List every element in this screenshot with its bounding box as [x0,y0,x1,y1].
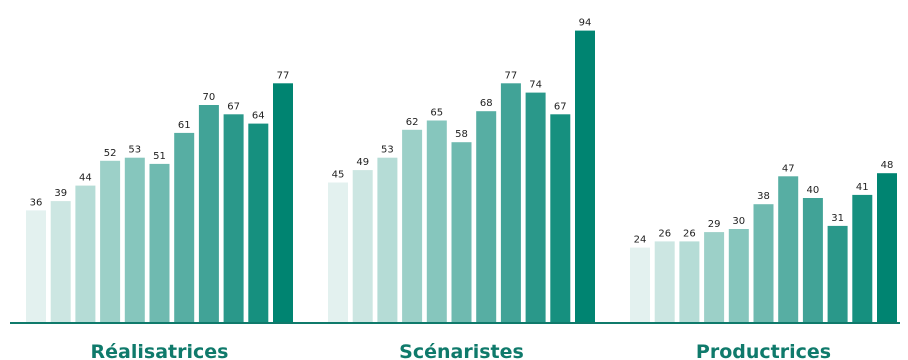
bar-scnaristes-3 [377,157,398,322]
bar-value-label: 41 [856,182,869,193]
bar-productrices-7 [778,176,799,322]
bar-value-label: 53 [128,145,141,156]
bar-productrices-1 [630,247,650,322]
bar-productrices-6 [753,204,774,322]
bar-scnaristes-7 [476,111,497,322]
bar-value-label: 31 [831,213,844,224]
bar-value-label: 38 [757,191,770,202]
value-labels-layer: 36 39 44 52 53 51 61 70 67 64 77 45 49 53 62 65 58 68 77 74… [30,18,894,246]
bar-ralisatrices-4 [100,160,121,322]
bar-productrices-5 [728,229,749,322]
bar-scnaristes-1 [328,182,348,322]
bar-value-label: 44 [79,173,92,184]
bar-value-label: 51 [153,151,166,162]
bar-value-label: 67 [227,101,240,112]
bar-ralisatrices-11 [273,83,293,322]
bar-scnaristes-6 [451,142,472,322]
bar-value-label: 74 [529,80,542,91]
bar-value-label: 64 [252,111,265,122]
bar-ralisatrices-6 [149,163,170,322]
bar-value-label: 52 [104,148,117,159]
bar-value-label: 58 [455,129,468,140]
bar-ralisatrices-7 [174,132,195,322]
bar-scnaristes-5 [426,120,447,322]
bar-value-label: 48 [881,160,894,171]
bar-value-label: 45 [332,170,345,181]
bar-value-label: 65 [430,108,443,119]
bar-value-label: 70 [203,92,216,103]
bar-productrices-11 [877,173,897,322]
category-label: Réalisatrices [91,341,229,360]
bar-productrices-9 [827,225,848,322]
bar-scnaristes-8 [500,83,521,322]
bar-value-label: 62 [406,117,419,128]
bar-ralisatrices-10 [248,123,269,322]
bar-productrices-10 [852,194,873,322]
bar-scnaristes-9 [525,92,546,322]
bar-value-label: 40 [807,185,820,196]
bar-productrices-4 [704,232,725,322]
bar-value-label: 77 [277,70,290,81]
bar-value-label: 67 [554,101,567,112]
bar-value-label: 26 [658,228,671,239]
bar-ralisatrices-1 [26,210,46,322]
bar-value-label: 47 [782,163,795,174]
bar-value-label: 49 [356,157,369,168]
bar-ralisatrices-9 [223,114,244,322]
bar-ralisatrices-3 [75,185,96,322]
bar-ralisatrices-2 [50,201,71,322]
bar-scnaristes-11 [575,30,595,322]
category-label: Productrices [696,341,831,360]
bar-value-label: 61 [178,120,191,131]
bar-scnaristes-4 [402,129,423,322]
bar-productrices-3 [679,241,700,322]
bar-value-label: 30 [732,216,745,227]
category-label: Scénaristes [399,341,524,360]
bar-value-label: 36 [30,197,43,208]
bar-productrices-8 [802,198,823,322]
bar-value-label: 68 [480,98,493,109]
bar-value-label: 53 [381,145,394,156]
bar-scnaristes-10 [550,114,571,322]
bar-value-label: 39 [54,188,67,199]
bar-value-label: 24 [634,235,647,246]
bar-value-label: 94 [579,18,592,29]
bar-value-label: 29 [708,219,721,230]
bar-scnaristes-2 [352,170,373,322]
bar-ralisatrices-5 [124,157,145,322]
bars-layer [26,30,897,322]
bar-productrices-2 [654,241,675,322]
bar-value-label: 77 [505,70,518,81]
bar-value-label: 26 [683,228,696,239]
bar-ralisatrices-8 [198,105,219,322]
category-labels-layer: Réalisatrices Scénaristes Productrices [91,341,832,360]
